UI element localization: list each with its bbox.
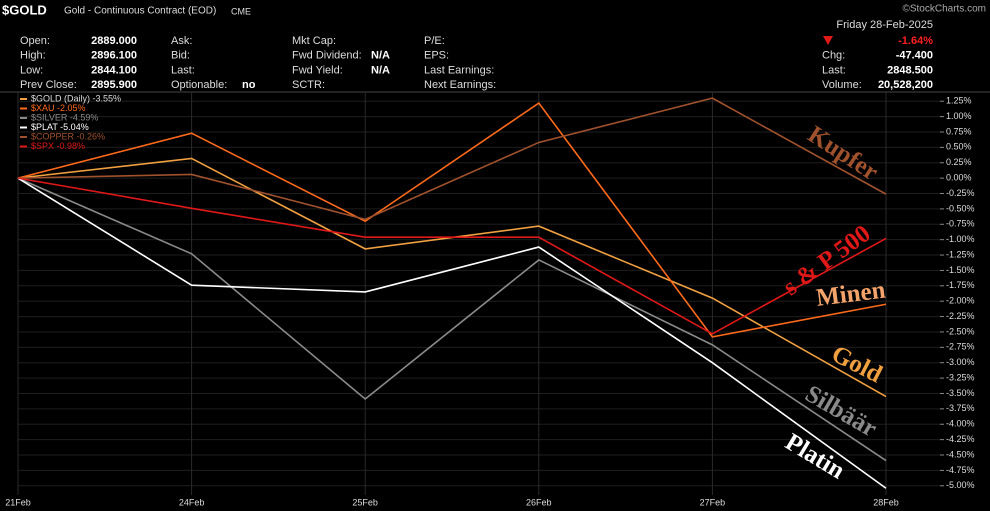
quote-value: -1.64% <box>898 35 933 47</box>
y-tick-label: -2.75% <box>946 342 975 352</box>
quote-label: Optionable: <box>171 79 227 91</box>
x-tick-label: 27Feb <box>700 497 726 507</box>
y-tick-label: -3.50% <box>946 388 975 398</box>
y-tick-label: 1.00% <box>946 111 972 121</box>
y-tick-label: -3.75% <box>946 403 975 413</box>
quote-label: Volume: <box>822 79 862 91</box>
quote-label: EPS: <box>424 50 449 62</box>
quote-label: Bid: <box>171 50 190 62</box>
y-tick-label: 0.50% <box>946 142 972 152</box>
y-tick-label: -2.00% <box>946 296 975 306</box>
quote-label: Last Earnings: <box>424 64 494 76</box>
quote-value: 2889.000 <box>91 35 137 47</box>
y-tick-label: -3.00% <box>946 357 975 367</box>
y-tick-label: -4.75% <box>946 465 975 475</box>
quote-value: 20,528,200 <box>878 79 933 91</box>
down-arrow <box>823 36 833 45</box>
y-tick-label: -4.25% <box>946 434 975 444</box>
series-line <box>17 177 887 462</box>
quote-value: 2896.100 <box>91 50 137 62</box>
quote-label: Low: <box>20 64 43 76</box>
y-tick-label: -1.25% <box>946 249 975 259</box>
legend-entry: $SILVER -4.59% <box>31 112 98 122</box>
quote-label: Mkt Cap: <box>292 35 336 47</box>
y-tick-label: -0.25% <box>946 188 975 198</box>
y-tick-label: 0.25% <box>946 157 972 167</box>
y-tick-label: 0.00% <box>946 173 972 183</box>
y-tick-label: -1.50% <box>946 265 975 275</box>
watermark: ©StockCharts.com <box>902 4 986 15</box>
y-tick-label: -2.25% <box>946 311 975 321</box>
series-line <box>17 97 887 221</box>
quote-label: Next Earnings: <box>424 79 496 91</box>
y-tick-label: -4.50% <box>946 449 975 459</box>
quote-label: SCTR: <box>292 79 325 91</box>
x-tick-label: 21Feb <box>5 497 31 507</box>
instrument-name: Gold - Continuous Contract (EOD) <box>64 6 216 17</box>
legend-entry: $COPPER -0.26% <box>31 131 105 141</box>
y-tick-label: -0.75% <box>946 219 975 229</box>
quote-label: Ask: <box>171 35 192 47</box>
quote-value: 2844.100 <box>91 64 137 76</box>
quote-value: N/A <box>371 64 390 76</box>
quote-label: Fwd Yield: <box>292 64 343 76</box>
y-tick-label: -1.00% <box>946 234 975 244</box>
quote-label: High: <box>20 50 46 62</box>
y-tick-label: 1.25% <box>946 96 972 106</box>
y-tick-label: -3.25% <box>946 372 975 382</box>
x-tick-label: 24Feb <box>179 497 205 507</box>
y-tick-label: -0.50% <box>946 203 975 213</box>
quote-label: Fwd Dividend: <box>292 50 362 62</box>
x-tick-label: 25Feb <box>352 497 378 507</box>
y-tick-label: -2.50% <box>946 326 975 336</box>
quote-value: -47.400 <box>896 50 933 62</box>
quote-value: no <box>242 79 256 91</box>
x-tick-label: 28Feb <box>873 497 899 507</box>
quote-value: N/A <box>371 50 390 62</box>
quote-value: 2848.500 <box>887 64 933 76</box>
legend-entry: $PLAT -5.04% <box>31 122 89 132</box>
legend-entry: $GOLD (Daily) -3.55% <box>31 93 121 103</box>
quote-label: P/E: <box>424 35 445 47</box>
legend-entry: $XAU -2.05% <box>31 103 86 113</box>
date: Friday 28-Feb-2025 <box>836 19 933 31</box>
quote-label: Last: <box>171 64 195 76</box>
exchange: CME <box>231 6 251 16</box>
symbol: $GOLD <box>2 2 47 17</box>
quote-label: Open: <box>20 35 50 47</box>
y-tick-label: -1.75% <box>946 280 975 290</box>
quote-value: 2895.900 <box>91 79 137 91</box>
x-tick-label: 26Feb <box>526 497 552 507</box>
quote-label: Chg: <box>822 50 845 62</box>
y-tick-label: -5.00% <box>946 480 975 490</box>
series-line <box>17 101 887 338</box>
y-tick-label: 0.75% <box>946 126 972 136</box>
legend-entry: $SPX -0.98% <box>31 141 85 151</box>
quote-label: Prev Close: <box>20 79 77 91</box>
series-line <box>17 177 887 489</box>
quote-label: Last: <box>822 64 846 76</box>
series-line <box>17 177 887 335</box>
y-tick-label: -4.00% <box>946 419 975 429</box>
